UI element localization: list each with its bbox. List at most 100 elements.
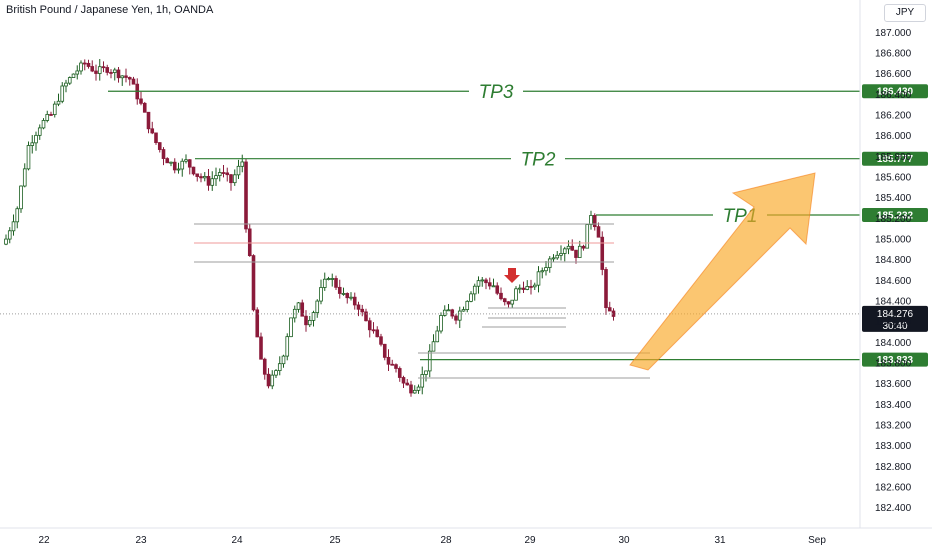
candle-body xyxy=(517,287,522,290)
candle-body xyxy=(26,145,31,170)
candle-body xyxy=(180,160,185,170)
sell-marker-icon xyxy=(504,268,520,283)
candle-body xyxy=(334,278,338,288)
x-tick-label: 31 xyxy=(714,535,726,546)
candle-body xyxy=(596,226,601,238)
x-tick-label: 28 xyxy=(440,535,452,546)
candle-body xyxy=(570,245,575,251)
candle-body xyxy=(446,309,451,312)
current-price-label: 184.276 xyxy=(877,309,914,320)
candle-body xyxy=(142,102,147,113)
y-tick-label: 185.000 xyxy=(875,235,912,246)
candle-body xyxy=(120,75,125,79)
candle-body xyxy=(416,386,421,391)
candle-body xyxy=(412,389,417,394)
candle-body xyxy=(604,269,608,309)
candle-body xyxy=(90,66,95,72)
y-tick-label: 184.200 xyxy=(875,317,912,328)
candle-body xyxy=(469,293,473,302)
y-tick-label: 184.000 xyxy=(875,338,912,349)
candle-body xyxy=(127,77,132,80)
candle-body xyxy=(206,175,211,186)
candle-body xyxy=(401,377,406,384)
candle-body xyxy=(67,77,72,84)
candle-body xyxy=(255,309,260,338)
candle-body xyxy=(11,221,16,232)
candle-body xyxy=(41,120,46,129)
tp-label: TP3 xyxy=(479,82,514,103)
candle-body xyxy=(311,312,316,321)
candle-body xyxy=(195,173,200,177)
price-tag-label: 185.777 xyxy=(877,154,914,165)
candle-body xyxy=(465,300,470,310)
candle-body xyxy=(247,228,252,257)
y-tick-label: 183.800 xyxy=(875,359,912,370)
candle-body xyxy=(289,317,293,338)
candle-body xyxy=(259,336,263,360)
candle-body xyxy=(589,215,593,225)
candle-body xyxy=(499,292,503,300)
candle-body xyxy=(225,172,230,176)
candle-body xyxy=(532,284,537,288)
candle-body xyxy=(607,307,612,312)
y-tick-label: 185.200 xyxy=(875,214,912,225)
candle-body xyxy=(577,245,582,258)
candle-body xyxy=(105,67,110,73)
candle-body xyxy=(382,343,387,358)
candle-body xyxy=(472,285,477,295)
candle-body xyxy=(454,315,458,321)
candle-body xyxy=(161,149,166,159)
price-tag-label: 186.430 xyxy=(877,87,914,98)
candle-body xyxy=(15,208,20,223)
candle-body xyxy=(270,374,275,387)
x-tick-label: 29 xyxy=(524,535,536,546)
y-tick-label: 184.800 xyxy=(875,255,912,266)
candle-body xyxy=(165,158,170,164)
candle-body xyxy=(146,111,151,130)
candle-body xyxy=(296,302,301,310)
candle-body xyxy=(251,255,256,311)
candle-body xyxy=(202,175,207,179)
candle-body xyxy=(244,161,248,230)
candle-body xyxy=(341,293,346,295)
candle-body xyxy=(214,175,218,180)
candle-body xyxy=(427,350,432,372)
currency-selector[interactable]: JPY xyxy=(884,4,926,22)
zone-lines xyxy=(0,223,860,379)
candle-body xyxy=(116,69,121,79)
candle-body xyxy=(285,336,290,357)
time-axis[interactable]: 22 23 24 25 28 29 30 31 Sep xyxy=(0,527,932,546)
target-arrow-shape xyxy=(629,172,816,371)
candle-body xyxy=(217,172,222,177)
price-tag-label: 185.232 xyxy=(877,211,914,222)
candle-body xyxy=(326,278,331,280)
candle-body xyxy=(52,103,57,116)
candle-body xyxy=(139,98,143,104)
y-tick-label: 182.800 xyxy=(875,462,912,473)
candle-body xyxy=(405,382,410,386)
candle-body xyxy=(352,296,357,306)
candle-body xyxy=(476,280,481,287)
x-tick-label: 22 xyxy=(38,535,50,546)
candle-body xyxy=(356,304,361,310)
price-axis[interactable]: 187.000 186.800 186.600 186.400 186.200 186.0… xyxy=(859,0,912,528)
candle-body xyxy=(379,336,383,345)
candle-body xyxy=(529,286,533,288)
candle-body xyxy=(262,358,267,375)
candle-body xyxy=(64,82,68,87)
candle-body xyxy=(150,128,155,134)
candle-body xyxy=(592,215,597,228)
candle-body xyxy=(187,159,192,168)
candle-body xyxy=(229,174,233,184)
candle-body xyxy=(49,114,53,116)
candle-body xyxy=(581,245,586,249)
price-tag xyxy=(862,84,928,99)
candle-body xyxy=(510,299,515,305)
candle-body xyxy=(547,258,552,268)
candle-body xyxy=(435,330,440,343)
candle-body xyxy=(131,78,136,85)
candle-body xyxy=(424,370,428,375)
candle-body xyxy=(210,178,215,186)
chart-title: British Pound / Japanese Yen, 1h, OANDA xyxy=(6,4,214,16)
